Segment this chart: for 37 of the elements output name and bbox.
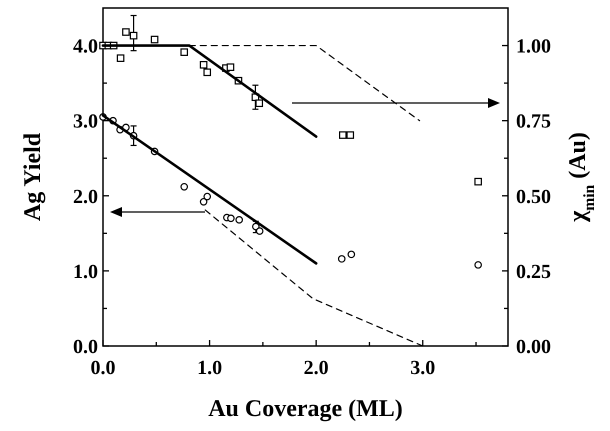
point [235,216,244,224]
point [256,227,264,235]
x-tick-label: 2.0 [304,357,329,379]
point [180,48,188,56]
point [180,182,188,191]
point [474,261,482,269]
point [130,32,138,40]
y-tick-label: 4.0 [73,36,98,58]
point [227,214,235,222]
point [203,192,212,200]
y-tick-label: 1.0 [73,260,98,283]
point [339,131,347,139]
text: 0.00 [516,336,551,358]
point [200,198,208,206]
point [122,28,130,36]
point [226,63,234,71]
y2-tick-label: 0.25 [516,260,551,283]
point [116,54,124,62]
point [255,99,264,108]
y-tick-label: 3.0 [73,110,98,133]
y2-tick-label: 0.75 [516,110,551,133]
point [474,178,482,186]
point [338,255,346,263]
y2-tick-label: 0.50 [516,186,551,208]
y-tick-label: 0.0 [73,336,98,358]
y-axis-title: Ag Yield [20,132,46,222]
point [348,250,356,258]
point [150,36,158,44]
point [200,60,208,69]
x-tick-label: 0.0 [90,357,116,379]
y2-tick-label: 1.00 [516,36,551,58]
x-tick-label: 3.0 [410,357,436,379]
y-tick-label: 2.0 [73,186,98,208]
x-axis-title: Au Coverage (ML) [208,396,403,422]
point [203,68,212,76]
x-tick-label: 1.0 [197,357,222,379]
point [346,131,354,139]
